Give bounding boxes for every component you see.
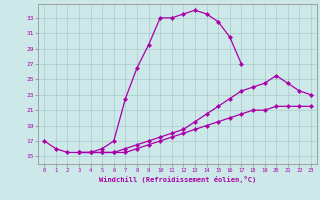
X-axis label: Windchill (Refroidissement éolien,°C): Windchill (Refroidissement éolien,°C) xyxy=(99,176,256,183)
